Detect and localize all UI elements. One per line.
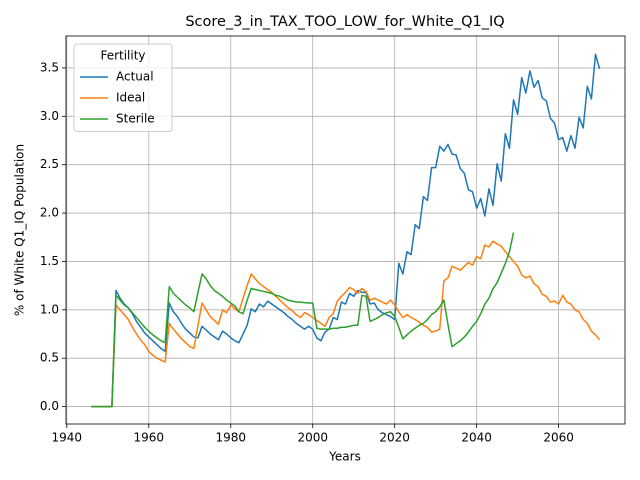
y-tick-label: 1.0	[40, 302, 59, 316]
series-line	[91, 232, 515, 408]
series-line	[91, 240, 601, 408]
x-axis-label: Years	[328, 450, 361, 464]
x-tick-label: 1940	[52, 431, 83, 445]
legend-label: Ideal	[116, 91, 145, 105]
legend-label: Sterile	[116, 112, 155, 126]
legend-box	[73, 43, 173, 132]
y-axis-label: % of White Q1_IQ Population	[13, 144, 27, 316]
x-tick-label: 2020	[379, 431, 410, 445]
x-tick-label: 1980	[215, 431, 246, 445]
x-tick-label: 1960	[134, 431, 165, 445]
x-tick-label: 2060	[543, 431, 574, 445]
y-tick-label: 1.5	[40, 254, 59, 268]
legend-title: Fertility	[100, 49, 145, 63]
series-line	[91, 53, 601, 408]
chart-title: Score_3_in_TAX_TOO_LOW_for_White_Q1_IQ	[185, 14, 504, 30]
legend-label: Actual	[116, 70, 154, 84]
plot-frame	[65, 35, 626, 425]
x-tick-label: 2000	[297, 431, 328, 445]
y-tick-label: 0.5	[40, 351, 59, 365]
y-tick-label: 3.5	[40, 60, 59, 74]
y-tick-label: 0.0	[40, 399, 59, 413]
y-tick-label: 2.0	[40, 206, 59, 220]
y-tick-label: 2.5	[40, 157, 59, 171]
y-tick-label: 3.0	[40, 109, 59, 123]
x-tick-label: 2040	[461, 431, 492, 445]
